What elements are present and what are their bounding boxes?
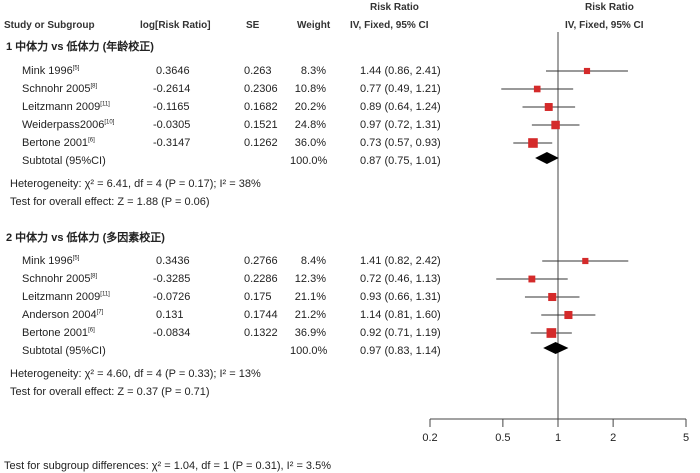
pooled-diamond (543, 342, 569, 354)
weight-value: 24.8% (294, 119, 326, 131)
logrr-value: -0.2614 (153, 83, 191, 95)
se-value: 0.2306 (244, 83, 278, 95)
effect-marker (582, 257, 589, 265)
x-tick-label: 5 (683, 432, 689, 444)
se-value: 0.263 (244, 65, 272, 77)
effect-marker (564, 310, 573, 320)
se-value: 0.2286 (244, 273, 278, 285)
x-tick-label: 2 (610, 432, 616, 444)
effect-marker (528, 138, 538, 148)
effect-marker (533, 85, 541, 93)
logrr-value: -0.3147 (153, 137, 191, 149)
logrr-value: -0.1165 (153, 101, 190, 113)
x-tick-label: 0.2 (422, 432, 437, 444)
se-value: 0.1521 (244, 119, 278, 131)
study-name: Anderson 2004[7] (22, 309, 104, 321)
effect-marker (528, 275, 536, 283)
ci-text: 0.73 (0.57, 0.93) (360, 137, 441, 149)
logrr-col-header: log[Risk Ratio] (140, 20, 211, 31)
ci-text: 0.89 (0.64, 1.24) (360, 101, 441, 113)
study-name: Weiderpass2006[10] (22, 119, 115, 131)
ci-text: 0.93 (0.66, 1.31) (360, 291, 441, 303)
overall-effect-text: Test for overall effect: Z = 1.88 (P = 0… (10, 196, 210, 208)
heterogeneity-text: Heterogeneity: χ² = 4.60, df = 4 (P = 0.… (10, 368, 261, 380)
se-value: 0.2766 (244, 255, 278, 267)
subtotal-label: Subtotal (95%CI) (22, 155, 106, 167)
rr-col-header-sub: IV, Fixed, 95% CI (350, 20, 429, 31)
weight-value: 8.3% (300, 65, 326, 77)
ci-text: 1.14 (0.81, 1.60) (360, 309, 441, 321)
effect-marker (544, 103, 553, 111)
plot-col-header-top: Risk Ratio (585, 2, 634, 13)
se-value: 0.175 (244, 291, 272, 303)
logrr-value: 0.3646 (156, 65, 190, 77)
study-name: Schnohr 2005[8] (22, 83, 98, 95)
overall-effect-text: Test for overall effect: Z = 0.37 (P = 0… (10, 386, 210, 398)
logrr-value: -0.0305 (153, 119, 191, 131)
ci-text: 0.97 (0.72, 1.31) (360, 119, 441, 131)
effect-marker (548, 292, 557, 302)
study-col-header: Study or Subgroup (4, 20, 95, 31)
se-col-header: SE (246, 20, 260, 31)
subtotal-label: Subtotal (95%CI) (22, 345, 106, 357)
weight-value: 36.9% (294, 327, 326, 339)
study-name: Mink 1996[5] (22, 65, 80, 77)
study-name: Leitzmann 2009[11] (22, 101, 110, 113)
subtotal-weight: 100.0% (290, 345, 328, 357)
heterogeneity-text: Heterogeneity: χ² = 6.41, df = 4 (P = 0.… (10, 178, 261, 190)
study-name: Bertone 2001[6] (22, 137, 95, 149)
ci-text: 0.77 (0.49, 1.21) (360, 83, 441, 95)
weight-value: 8.4% (300, 255, 326, 267)
logrr-value: 0.131 (156, 309, 184, 321)
x-tick-label: 0.5 (495, 432, 510, 444)
weight-value: 10.8% (294, 83, 326, 95)
se-value: 0.1744 (244, 309, 278, 321)
rr-col-header-top: Risk Ratio (370, 2, 419, 13)
x-tick-label: 1 (555, 432, 561, 444)
weight-value: 21.2% (294, 309, 326, 321)
group-1-title: 1 中体力 vs 低体力 (年龄校正) (6, 41, 154, 53)
effect-marker (583, 67, 591, 75)
subtotal-weight: 100.0% (290, 155, 328, 167)
ci-text: 0.92 (0.71, 1.19) (360, 327, 441, 339)
subtotal-ci: 0.97 (0.83, 1.14) (360, 345, 441, 357)
weight-value: 21.1% (294, 291, 326, 303)
logrr-value: -0.3285 (153, 273, 191, 285)
weight-value: 20.2% (294, 101, 326, 113)
logrr-value: -0.0834 (153, 327, 191, 339)
effect-marker (546, 328, 557, 338)
plot-col-header-sub: IV, Fixed, 95% CI (565, 20, 644, 31)
study-name: Schnohr 2005[8] (22, 273, 98, 285)
weight-value: 36.0% (294, 137, 326, 149)
ci-text: 1.41 (0.82, 2.42) (360, 255, 441, 267)
subgroup-differences-text: Test for subgroup differences: χ² = 1.04… (4, 460, 331, 472)
study-name: Leitzmann 2009[11] (22, 291, 110, 303)
se-value: 0.1322 (244, 327, 278, 339)
pooled-diamond (535, 152, 559, 164)
study-name: Mink 1996[5] (22, 255, 80, 267)
logrr-value: 0.3436 (156, 255, 190, 267)
ci-text: 0.72 (0.46, 1.13) (360, 273, 441, 285)
se-value: 0.1262 (244, 137, 278, 149)
se-value: 0.1682 (244, 101, 278, 113)
subtotal-ci: 0.87 (0.75, 1.01) (360, 155, 441, 167)
weight-value: 12.3% (294, 273, 326, 285)
group-2-title: 2 中体力 vs 低体力 (多因素校正) (6, 232, 165, 244)
effect-marker (551, 120, 560, 130)
study-name: Bertone 2001[6] (22, 327, 95, 339)
weight-col-header: Weight (297, 20, 331, 31)
logrr-value: -0.0726 (153, 291, 191, 303)
ci-text: 1.44 (0.86, 2.41) (360, 65, 441, 77)
